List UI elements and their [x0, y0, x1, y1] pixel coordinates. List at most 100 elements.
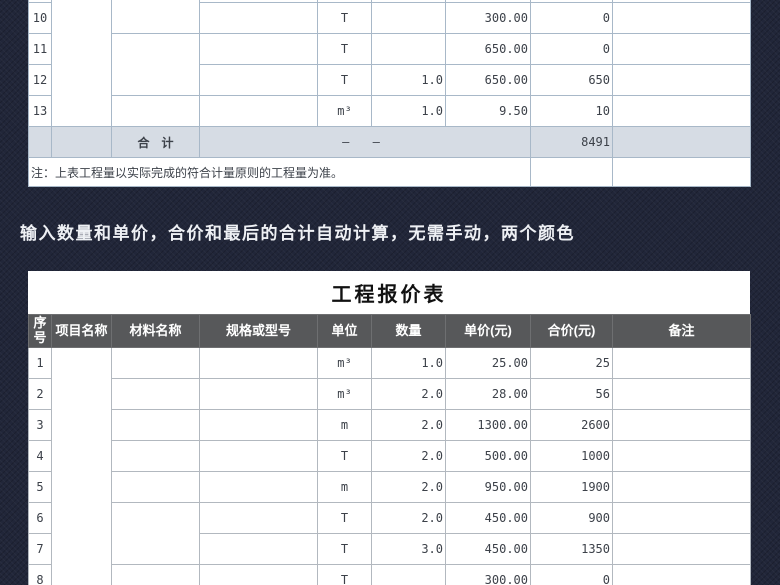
feature-caption: 输入数量和单价，合价和最后的合计自动计算，无需手动，两个颜色 [20, 224, 575, 243]
cell-unit: T [317, 2, 372, 34]
cell-remark [612, 409, 751, 441]
cell-spec [199, 440, 318, 472]
cell-total: 0 [530, 2, 613, 34]
cell-unit: T [317, 564, 372, 585]
cell-project-merged [51, 347, 112, 585]
cell-remark [612, 2, 751, 34]
cell-qty [371, 2, 446, 34]
cell-row-number: 7 [28, 533, 52, 565]
cell-spec [199, 95, 318, 127]
cell-qty: 2.0 [371, 440, 446, 472]
cell-remark [612, 347, 751, 379]
cell-unit: T [317, 440, 372, 472]
cell-unit: m [317, 471, 372, 503]
header-total: 合价(元) [530, 314, 613, 348]
cell-remark [612, 95, 751, 127]
cell-remark [612, 471, 751, 503]
cell-material [111, 409, 200, 441]
cell-total: 1900 [530, 471, 613, 503]
cell-unit: m³ [317, 95, 372, 127]
cell-spec [199, 33, 318, 65]
cell-row-number: 6 [28, 502, 52, 534]
cell-row-number [28, 126, 52, 158]
note-row: 注：上表工程量以实际完成的符合计量原则的工程量为准。 [28, 157, 751, 187]
total-dashes: — — [199, 126, 531, 158]
cell-material [111, 347, 200, 379]
cell-unit: m³ [317, 347, 372, 379]
cell-total [530, 157, 613, 187]
cell-price: 1300.00 [445, 409, 531, 441]
cell-remark [612, 126, 751, 158]
blank-quote-table: 序号 项目名称 材料名称 规格或型号 单位 数量 单价(元) 合价(元) 备注 … [28, 314, 751, 585]
cell-row-number: 11 [28, 33, 52, 65]
table-row: 3 m 2.0 1300.00 2600 [28, 409, 751, 441]
cell-row-number: 8 [28, 564, 52, 585]
cell-spec [199, 347, 318, 379]
cell-row-number: 2 [28, 378, 52, 410]
cell-material [111, 440, 200, 472]
cell-material-merged [111, 0, 200, 34]
header-no: 序号 [28, 314, 52, 348]
cell-row-number: 5 [28, 471, 52, 503]
cell-unit: T [317, 533, 372, 565]
total-label: 合 计 [111, 126, 200, 158]
cell-row-number: 10 [28, 2, 52, 34]
cell-spec [199, 564, 318, 585]
cell-material [111, 95, 200, 127]
cell-qty: 2.0 [371, 471, 446, 503]
header-unit: 单位 [317, 314, 372, 348]
cell-row-number: 4 [28, 440, 52, 472]
cell-remark [612, 157, 751, 187]
table-row: 13 m³ 1.0 9.50 10 [28, 95, 751, 127]
cell-price: 25.00 [445, 347, 531, 379]
total-row: 合 计 — — 8491 [28, 126, 751, 158]
cell-total: 2600 [530, 409, 613, 441]
header-spec: 规格或型号 [199, 314, 318, 348]
cell-row-number: 1 [28, 347, 52, 379]
header-price: 单价(元) [445, 314, 531, 348]
header-material: 材料名称 [111, 314, 200, 348]
cell-price: 450.00 [445, 502, 531, 534]
cell-qty: 2.0 [371, 502, 446, 534]
header-remark: 备注 [612, 314, 751, 348]
table-row: 12 T 1.0 650.00 650 [28, 64, 751, 96]
cell-qty: 1.0 [371, 347, 446, 379]
cell-material [111, 378, 200, 410]
cell-price: 650.00 [445, 33, 531, 65]
cell-remark [612, 440, 751, 472]
cell-qty: 1.0 [371, 64, 446, 96]
cell-total: 1350 [530, 533, 613, 565]
cell-price: 300.00 [445, 564, 531, 585]
cell-qty [371, 33, 446, 65]
cell-row-number: 12 [28, 64, 52, 96]
header-qty: 数量 [371, 314, 446, 348]
cell-price: 28.00 [445, 378, 531, 410]
cell-total: 1000 [530, 440, 613, 472]
table-title-banner: 工程报价表 [28, 271, 750, 314]
table-row: 2 m³ 2.0 28.00 56 [28, 378, 751, 410]
cell-qty: 2.0 [371, 378, 446, 410]
table-row: 4 T 2.0 500.00 1000 [28, 440, 751, 472]
cell-unit: T [317, 33, 372, 65]
table-row: 11 T 650.00 0 [28, 33, 751, 96]
cell-price: 650.00 [445, 64, 531, 96]
cell-qty [371, 564, 446, 585]
cell-spec [199, 502, 318, 534]
cell-spec [199, 64, 318, 96]
cell-price: 450.00 [445, 533, 531, 565]
cell-unit: m³ [317, 378, 372, 410]
table-row: 5 m 2.0 950.00 1900 [28, 471, 751, 503]
cell-spec [199, 533, 318, 565]
cell-total: 0 [530, 33, 613, 65]
cell-price: 500.00 [445, 440, 531, 472]
cell-spec [199, 409, 318, 441]
cell-qty: 3.0 [371, 533, 446, 565]
cell-total: 900 [530, 502, 613, 534]
table-footnote: 注：上表工程量以实际完成的符合计量原则的工程量为准。 [28, 157, 531, 187]
cell-remark [612, 502, 751, 534]
cell-total: 56 [530, 378, 613, 410]
cell-spec [199, 378, 318, 410]
cell-total: 10 [530, 95, 613, 127]
cell-price: 9.50 [445, 95, 531, 127]
cell-spec [199, 471, 318, 503]
